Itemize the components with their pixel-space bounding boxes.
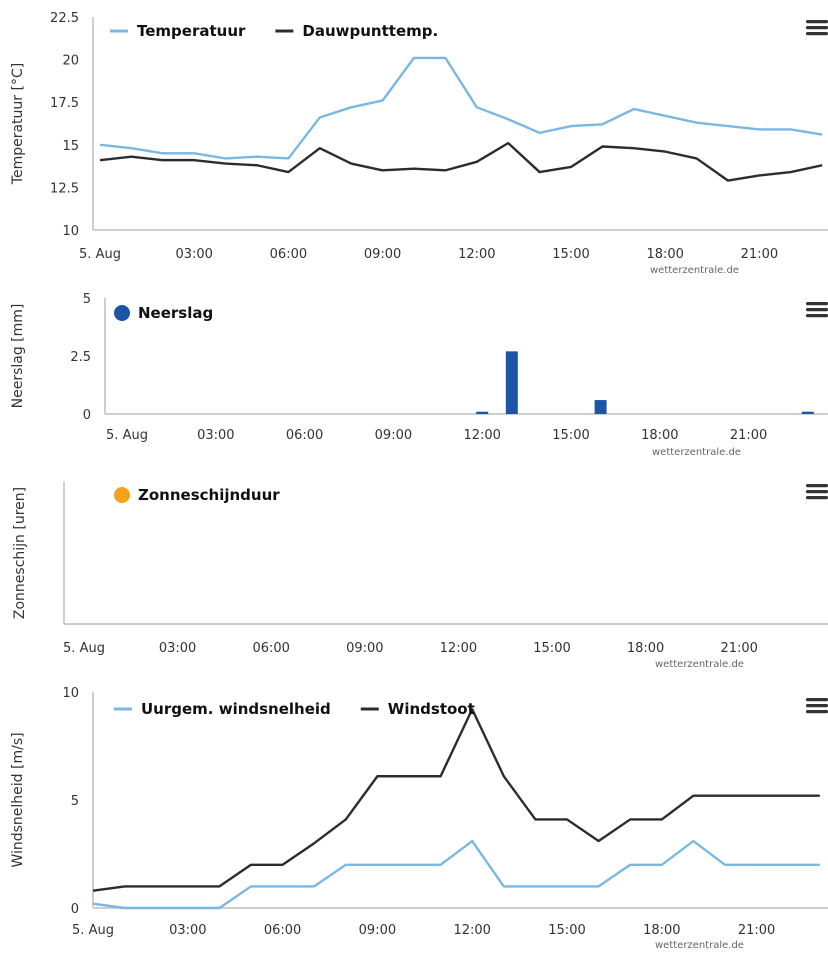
hamburger-menu-icon[interactable] [806,20,828,36]
x-tick-label: 18:00 [646,247,683,262]
sunshine-chart-panel: 5. Aug 03:00 06:00 09:00 12:00 15:00 18:00 21:0… [0,462,828,672]
x-tick-label: 03:00 [175,247,212,262]
x-tick-label: 09:00 [346,641,383,656]
legend-item[interactable]: Uurgem. windsnelheid [141,700,331,718]
y-tick-label: 10 [62,686,79,701]
x-tick-label: 09:00 [364,247,401,262]
y-tick-label: 0 [71,902,79,917]
x-tick-label: 21:00 [720,641,757,656]
y-tick-label: 5 [83,292,91,307]
legend-swatch[interactable] [114,487,130,503]
x-tick-label: 03:00 [197,428,234,443]
precipitation-bar [476,411,489,414]
x-tick-label: 15:00 [533,641,570,656]
x-tick-label: 15:00 [552,428,589,443]
x-tick-label: 03:00 [159,641,196,656]
x-tick-label: 06:00 [264,923,301,938]
credit-label: wetterzentrale.de [655,940,744,951]
x-tick-label: 12:00 [463,428,500,443]
legend-item[interactable]: Temperatuur [137,22,246,40]
temperature-chart: 5. Aug 03:00 06:00 09:00 12:00 15:00 18:00 21:0… [10,11,828,276]
x-tick-label: 21:00 [730,428,767,443]
hamburger-menu-icon[interactable] [806,484,828,500]
x-tick-label: 21:00 [741,247,778,262]
y-axis-title: Temperatuur [°C] [10,63,26,185]
temperature-chart-panel: 5. Aug 03:00 06:00 09:00 12:00 15:00 18:00 21:0… [0,0,828,282]
x-tick-label: 15:00 [548,923,585,938]
x-tick-label: 06:00 [270,247,307,262]
wind-chart: 5. Aug 03:00 06:00 09:00 12:00 15:00 18:00 21:0… [10,686,828,951]
y-tick-label: 15 [62,139,79,154]
hamburger-menu-icon[interactable] [806,302,828,318]
y-tick-label: 0 [83,408,91,423]
precipitation-bar [594,400,607,414]
y-tick-label: 2.5 [70,350,91,365]
x-tick-label: 06:00 [252,641,289,656]
credit-label: wetterzentrale.de [655,659,744,670]
x-tick-label: 18:00 [643,923,680,938]
x-tick-label: 5. Aug [79,247,121,262]
series-line [99,56,823,160]
credit-label: wetterzentrale.de [650,265,739,276]
x-tick-label: 5. Aug [72,923,114,938]
x-tick-label: 12:00 [453,923,490,938]
legend-item[interactable]: Zonneschijnduur [138,486,280,504]
y-tick-label: 20 [62,54,79,69]
credit-label: wetterzentrale.de [652,447,741,458]
hamburger-menu-icon[interactable] [806,698,828,714]
wind-chart-panel: 5. Aug 03:00 06:00 09:00 12:00 15:00 18:00 21:0… [0,672,828,956]
y-axis-title: Zonneschijn [uren] [12,487,28,619]
y-axis-title: Windsnelheid [m/s] [10,732,26,867]
sunshine-chart: 5. Aug 03:00 06:00 09:00 12:00 15:00 18:00 21:0… [12,482,828,670]
x-tick-label: 15:00 [552,247,589,262]
x-tick-label: 18:00 [641,428,678,443]
legend-item[interactable]: Dauwpunttemp. [302,22,438,40]
x-tick-label: 09:00 [375,428,412,443]
series-line [92,839,820,910]
legend-item[interactable]: Windstoot [388,700,475,718]
y-tick-label: 12.5 [50,181,79,196]
y-tick-label: 22.5 [50,11,79,26]
x-tick-label: 09:00 [359,923,396,938]
x-tick-label: 5. Aug [63,641,105,656]
y-axis-title: Neerslag [mm] [10,304,26,409]
x-tick-label: 03:00 [169,923,206,938]
x-tick-label: 18:00 [627,641,664,656]
x-tick-label: 5. Aug [106,428,148,443]
x-tick-label: 12:00 [440,641,477,656]
legend-swatch[interactable] [114,305,130,321]
precipitation-bar [801,411,814,414]
legend-item[interactable]: Neerslag [138,304,213,322]
y-tick-label: 10 [62,224,79,239]
series-line [92,708,820,892]
precipitation-chart-panel: 5. Aug 03:00 06:00 09:00 12:00 15:00 18:00 21:0… [0,282,828,462]
precipitation-chart: 5. Aug 03:00 06:00 09:00 12:00 15:00 18:00 21:0… [10,292,828,458]
series-line [99,141,823,182]
precipitation-bar [505,351,518,414]
x-tick-label: 06:00 [286,428,323,443]
y-tick-label: 17.5 [50,96,79,111]
y-tick-label: 5 [71,794,79,809]
x-tick-label: 12:00 [458,247,495,262]
x-tick-label: 21:00 [738,923,775,938]
